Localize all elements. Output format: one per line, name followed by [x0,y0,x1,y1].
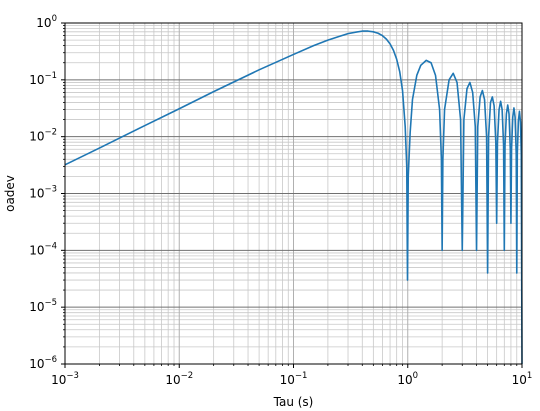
y-tick-label: 10−6 [29,355,57,371]
x-tick-label: 10−2 [165,371,193,387]
x-tick-label: 10−3 [51,371,79,387]
x-tick-label: 101 [512,371,533,387]
y-axis-label: oadev [3,175,17,212]
y-tick-label: 100 [36,14,57,30]
x-axis-label: Tau (s) [273,395,314,409]
x-tick-label: 100 [397,371,418,387]
y-tick-label: 10−5 [29,298,57,314]
series-line-oadev [64,30,523,365]
y-tick-labels: 10−6 10−5 10−4 10−3 10−2 10−1 100 [29,14,57,371]
y-tick-label: 10−2 [29,128,57,144]
y-tick-label: 10−3 [29,185,57,201]
axis-ticks [61,22,523,368]
y-tick-label: 10−1 [29,71,57,87]
x-tick-labels: 10−3 10−2 10−1 100 101 [51,371,532,387]
x-tick-label: 10−1 [280,371,308,387]
y-tick-label: 10−4 [29,241,57,257]
